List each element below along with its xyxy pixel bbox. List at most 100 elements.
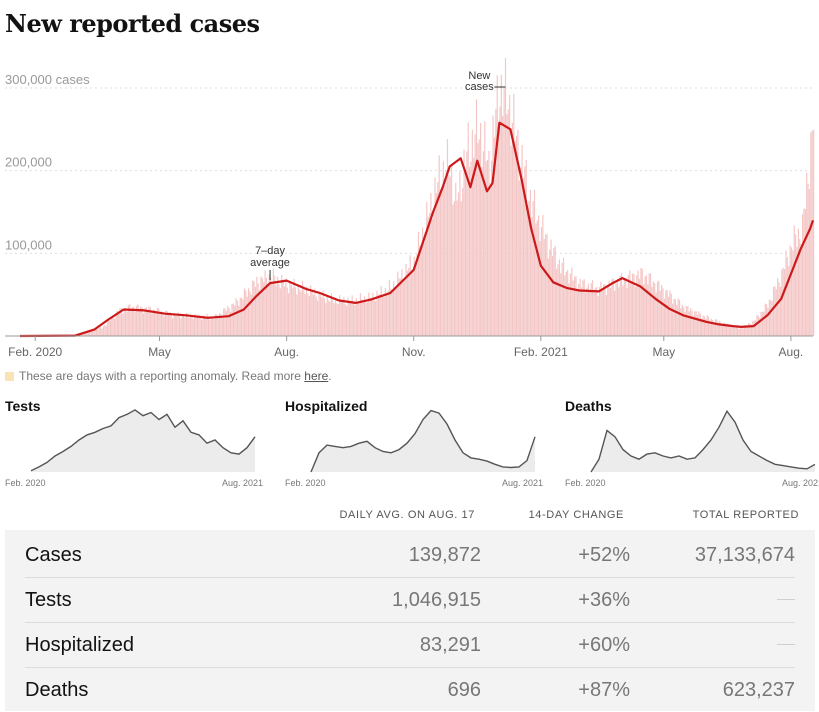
seven-day-average-line bbox=[19, 121, 815, 338]
new-cases-bar bbox=[322, 290, 324, 336]
new-cases-bar bbox=[771, 300, 773, 336]
new-cases-bar bbox=[221, 315, 223, 336]
new-cases-bar bbox=[384, 287, 386, 336]
new-cases-bar bbox=[480, 122, 482, 336]
sparkline-fill bbox=[311, 410, 535, 472]
row-label: Cases bbox=[25, 544, 82, 566]
new-cases-bar bbox=[213, 318, 215, 336]
new-cases-bar bbox=[462, 187, 464, 336]
new-cases-bar bbox=[572, 280, 574, 336]
new-cases-bar bbox=[102, 326, 105, 336]
axes: Feb. 2020 May Aug. Nov. Feb. 2021 May Aug. bbox=[5, 335, 813, 359]
new-cases-bar bbox=[207, 315, 210, 336]
new-cases-bar bbox=[229, 311, 232, 336]
new-cases-bar bbox=[86, 332, 88, 336]
new-cases-bar bbox=[609, 287, 612, 336]
new-cases-bar bbox=[159, 314, 161, 336]
new-cases-bar bbox=[93, 331, 95, 336]
read-more-link[interactable]: here bbox=[304, 369, 329, 383]
new-cases-bar bbox=[579, 278, 581, 336]
new-cases-bar bbox=[217, 317, 219, 336]
new-cases-bar bbox=[594, 287, 596, 336]
new-cases-bar bbox=[151, 313, 153, 336]
new-cases-bar bbox=[365, 302, 367, 336]
new-cases-bar bbox=[334, 297, 337, 336]
new-cases-bar bbox=[522, 178, 525, 336]
new-cases-bar bbox=[636, 275, 638, 336]
new-cases-bar bbox=[748, 322, 750, 336]
new-cases-bar bbox=[395, 286, 397, 336]
new-cases-bar bbox=[524, 166, 526, 336]
new-cases-bar bbox=[116, 310, 118, 336]
new-cases-bar bbox=[634, 286, 636, 336]
new-cases-bar bbox=[444, 185, 446, 336]
new-cases-bar bbox=[109, 320, 111, 336]
new-cases-bar bbox=[535, 223, 537, 336]
new-cases-bar bbox=[160, 311, 163, 336]
mini-from-deaths: Feb. 2020 bbox=[565, 478, 606, 488]
new-cases-bar bbox=[301, 280, 304, 336]
new-cases-bar bbox=[518, 180, 520, 336]
new-cases-bar bbox=[339, 295, 341, 336]
new-cases-bar bbox=[590, 282, 592, 336]
new-cases-bar bbox=[676, 304, 678, 336]
new-cases-bar bbox=[199, 316, 201, 336]
row-daily-avg: 139,872 bbox=[408, 544, 481, 566]
new-cases-bar bbox=[749, 323, 751, 336]
new-cases-bar bbox=[206, 314, 208, 336]
new-cases-bar bbox=[544, 234, 547, 336]
new-cases-bar bbox=[538, 215, 540, 336]
new-cases-bar bbox=[311, 290, 313, 336]
new-cases-bar bbox=[87, 331, 89, 336]
new-cases-bar bbox=[649, 273, 652, 336]
new-cases-bar bbox=[799, 238, 801, 336]
new-cases-bar bbox=[801, 214, 804, 336]
sparkline-line bbox=[590, 409, 815, 473]
row-14-day-change: +60% bbox=[578, 634, 630, 656]
new-cases-bar bbox=[706, 315, 708, 336]
anomaly-swatch bbox=[5, 372, 14, 381]
new-cases-bar bbox=[585, 292, 587, 336]
sparkline-fill bbox=[591, 411, 815, 472]
new-cases-bar bbox=[344, 303, 346, 336]
new-cases-bar bbox=[608, 280, 610, 336]
new-cases-bar bbox=[115, 313, 117, 336]
new-cases-bar bbox=[91, 330, 94, 336]
new-cases-bar bbox=[607, 286, 609, 336]
new-cases-bar bbox=[84, 333, 87, 336]
new-cases-bar bbox=[694, 311, 696, 336]
new-cases-bar bbox=[757, 315, 759, 336]
new-cases-bar bbox=[781, 269, 783, 336]
mini-title-deaths: Deaths bbox=[565, 398, 612, 414]
new-cases-bar bbox=[775, 289, 777, 336]
new-cases-bar bbox=[714, 319, 717, 336]
new-cases-bar bbox=[732, 326, 735, 336]
new-cases-bar bbox=[761, 311, 764, 336]
new-cases-bar bbox=[811, 130, 813, 336]
new-cases-bar bbox=[766, 304, 768, 336]
new-cases-bar bbox=[576, 290, 578, 336]
row-daily-avg: 1,046,915 bbox=[392, 589, 481, 611]
new-cases-bar bbox=[173, 313, 175, 336]
new-cases-bar bbox=[89, 331, 91, 336]
new-cases-bar bbox=[379, 294, 381, 336]
new-cases-bar bbox=[460, 201, 462, 336]
new-cases-bar bbox=[562, 257, 565, 336]
new-cases-bar bbox=[723, 322, 725, 336]
anomaly-note-tail: . bbox=[328, 369, 332, 383]
new-cases-bar bbox=[503, 87, 505, 336]
new-cases-bar bbox=[788, 265, 790, 336]
new-cases-bar bbox=[424, 231, 426, 336]
new-cases-bar bbox=[453, 201, 455, 336]
mini-chart-tests: Tests Feb. 2020 Aug. 2021 bbox=[5, 396, 263, 496]
new-cases-bar bbox=[641, 268, 643, 336]
new-cases-bar bbox=[449, 176, 451, 336]
new-cases-bar bbox=[289, 281, 291, 336]
new-cases-bar bbox=[435, 193, 438, 336]
new-cases-bar bbox=[813, 129, 815, 336]
new-cases-bar bbox=[648, 273, 650, 336]
new-cases-bar bbox=[278, 283, 280, 336]
new-cases-bar bbox=[515, 135, 518, 336]
new-cases-bar bbox=[730, 327, 732, 336]
new-cases-bar bbox=[808, 189, 811, 336]
